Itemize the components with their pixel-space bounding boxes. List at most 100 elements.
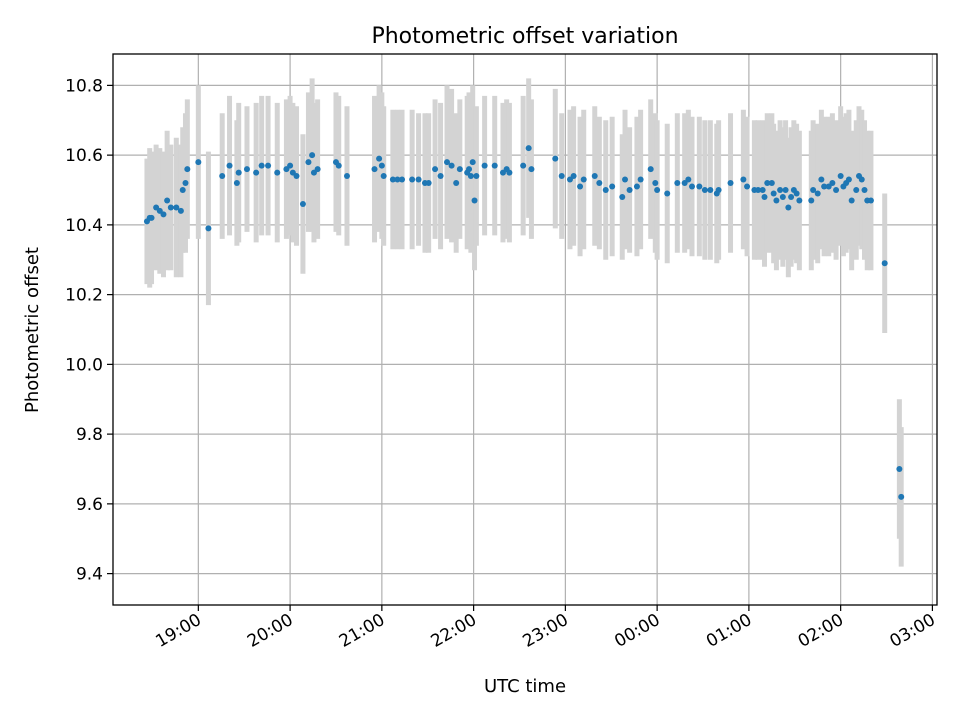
data-point-120 [829, 180, 836, 187]
data-point-59 [481, 162, 488, 169]
data-point-90 [696, 183, 703, 190]
data-point-133 [881, 260, 888, 267]
data-point-103 [768, 180, 775, 187]
y-tick-label-6: 10.6 [65, 146, 103, 166]
data-point-80 [633, 183, 640, 190]
data-point-37 [376, 155, 383, 162]
data-point-47 [432, 166, 439, 173]
data-point-97 [744, 183, 751, 190]
data-point-20 [253, 169, 260, 176]
data-point-78 [622, 176, 629, 183]
data-point-92 [707, 187, 714, 194]
data-point-44 [415, 176, 422, 183]
chart-title: Photometric offset variation [371, 24, 678, 49]
data-point-15 [219, 173, 226, 180]
data-point-42 [399, 176, 406, 183]
data-point-25 [287, 162, 294, 169]
data-point-94 [715, 187, 722, 194]
data-point-121 [833, 187, 840, 194]
data-point-88 [685, 176, 692, 183]
data-point-34 [335, 162, 342, 169]
data-point-86 [674, 180, 681, 187]
data-point-108 [782, 187, 789, 194]
data-point-6 [164, 197, 171, 204]
data-point-35 [343, 173, 350, 180]
data-point-48 [437, 173, 444, 180]
data-point-8 [173, 204, 180, 211]
data-point-116 [814, 190, 821, 197]
x-axis-label: UTC time [484, 676, 566, 697]
data-point-126 [848, 197, 855, 204]
data-point-101 [761, 193, 768, 200]
data-point-64 [520, 162, 527, 169]
data-point-73 [591, 173, 598, 180]
data-point-19 [243, 166, 250, 173]
data-point-16 [226, 162, 233, 169]
data-point-106 [777, 187, 784, 194]
data-point-95 [727, 180, 734, 187]
data-point-22 [265, 162, 272, 169]
data-point-67 [552, 155, 559, 162]
data-point-85 [664, 190, 671, 197]
data-point-118 [821, 183, 828, 190]
data-point-39 [380, 173, 387, 180]
data-point-105 [773, 197, 780, 204]
data-point-9 [177, 207, 184, 214]
data-point-68 [558, 173, 565, 180]
data-point-32 [314, 166, 321, 173]
data-point-114 [808, 197, 815, 204]
data-point-104 [770, 190, 777, 197]
data-point-125 [845, 176, 852, 183]
data-points [143, 145, 905, 500]
data-point-130 [861, 187, 868, 194]
y-axis-label: Photometric offset [22, 247, 43, 413]
data-point-100 [759, 187, 766, 194]
data-point-129 [858, 176, 865, 183]
data-point-84 [654, 187, 661, 194]
data-point-18 [235, 169, 242, 176]
data-point-75 [602, 187, 609, 194]
plot-frame [112, 53, 938, 606]
data-point-76 [609, 183, 616, 190]
data-point-13 [195, 159, 202, 166]
data-point-74 [596, 180, 603, 187]
data-point-56 [469, 159, 476, 166]
data-point-79 [626, 187, 633, 194]
data-point-10 [179, 187, 186, 194]
data-point-58 [473, 173, 480, 180]
y-tick-label-4: 10.2 [65, 286, 103, 306]
data-point-81 [637, 176, 644, 183]
data-point-132 [867, 197, 874, 204]
data-point-30 [309, 152, 316, 159]
data-point-54 [466, 166, 473, 173]
data-point-82 [647, 166, 654, 173]
data-point-50 [448, 162, 455, 169]
data-point-23 [274, 169, 281, 176]
data-point-27 [293, 173, 300, 180]
data-point-72 [580, 176, 587, 183]
data-point-57 [471, 197, 478, 204]
data-point-113 [796, 197, 803, 204]
data-point-134 [896, 465, 903, 472]
data-point-51 [453, 180, 460, 187]
y-tick-label-5: 10.4 [65, 216, 103, 236]
data-point-28 [299, 200, 306, 207]
data-point-83 [652, 180, 659, 187]
data-point-65 [525, 145, 532, 152]
data-point-55 [467, 173, 474, 180]
data-point-117 [818, 176, 825, 183]
y-tick-label-0: 9.4 [76, 565, 103, 585]
y-tick-label-7: 10.8 [65, 76, 103, 96]
data-point-107 [779, 193, 786, 200]
y-axis-ticks: 9.4 9.6 9.8 10.0 10.2 10.4 10.6 10.8 [65, 76, 113, 585]
y-tick-label-2: 9.8 [76, 425, 103, 445]
data-point-21 [258, 162, 265, 169]
data-point-38 [378, 162, 385, 169]
data-point-89 [689, 183, 696, 190]
data-point-70 [570, 173, 577, 180]
data-point-52 [456, 166, 463, 173]
data-point-109 [785, 204, 792, 211]
data-point-122 [837, 173, 844, 180]
y-tick-label-3: 10.0 [65, 355, 103, 375]
